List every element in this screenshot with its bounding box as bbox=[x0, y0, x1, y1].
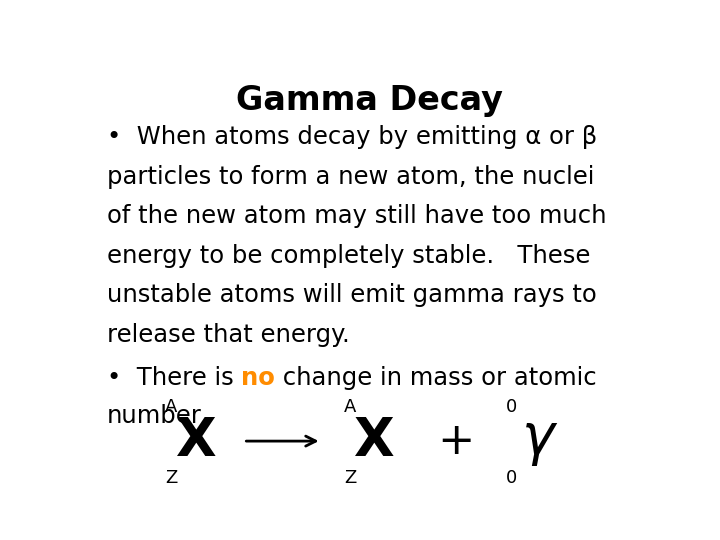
Text: X: X bbox=[176, 415, 216, 467]
Text: change in mass or atomic: change in mass or atomic bbox=[275, 366, 597, 390]
Text: Z: Z bbox=[166, 469, 178, 487]
Text: no: no bbox=[241, 366, 275, 390]
Text: release that energy.: release that energy. bbox=[107, 322, 349, 347]
Text: of the new atom may still have too much: of the new atom may still have too much bbox=[107, 204, 606, 228]
Text: number: number bbox=[107, 404, 202, 428]
Text: 0: 0 bbox=[505, 398, 517, 416]
Text: Z: Z bbox=[344, 469, 356, 487]
Text: •  There is: • There is bbox=[107, 366, 241, 390]
Text: A: A bbox=[166, 398, 178, 416]
Text: unstable atoms will emit gamma rays to: unstable atoms will emit gamma rays to bbox=[107, 283, 596, 307]
Text: particles to form a new atom, the nuclei: particles to form a new atom, the nuclei bbox=[107, 165, 594, 188]
Text: •  When atoms decay by emitting α or β: • When atoms decay by emitting α or β bbox=[107, 125, 597, 149]
Text: energy to be completely stable.   These: energy to be completely stable. These bbox=[107, 244, 590, 268]
Text: A: A bbox=[344, 398, 356, 416]
Text: 0: 0 bbox=[505, 469, 517, 487]
Text: X: X bbox=[354, 415, 395, 467]
Text: Gamma Decay: Gamma Decay bbox=[235, 84, 503, 117]
Text: +: + bbox=[437, 420, 474, 463]
Text: $\gamma$: $\gamma$ bbox=[521, 414, 558, 468]
